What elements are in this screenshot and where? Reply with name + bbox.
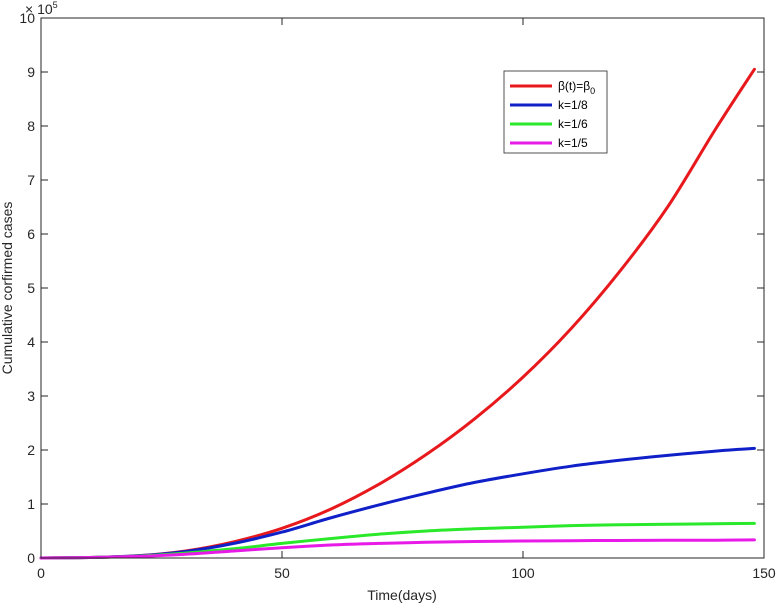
- x-tick-label: 100: [511, 565, 535, 581]
- y-multiplier-text: × 10: [25, 1, 53, 17]
- legend-box: [503, 70, 608, 154]
- legend-label-1: β(t)=β0: [558, 79, 595, 96]
- legend-label-subscript: 0: [590, 86, 595, 96]
- y-tick-label: 7: [27, 172, 35, 188]
- x-tick-label: 0: [37, 565, 45, 581]
- legend-label-2: k=1/8: [558, 98, 588, 112]
- y-axis-multiplier: × 105: [25, 0, 58, 17]
- series-lines: [39, 67, 756, 560]
- y-tick-label: 2: [27, 442, 35, 458]
- y-tick-label: 9: [27, 64, 35, 80]
- y-tick-label: 8: [27, 118, 35, 134]
- y-tick-label: 4: [27, 334, 35, 350]
- y-tick-label: 6: [27, 226, 35, 242]
- x-tick-label: 150: [752, 565, 776, 581]
- plot-frame: [40, 17, 765, 559]
- y-tick-label: 1: [27, 496, 35, 512]
- legend-label-3: k=1/6: [558, 117, 588, 131]
- series-line-4: [39, 538, 756, 560]
- y-tick-label: 3: [27, 388, 35, 404]
- legend: β(t)=β0 k=1/8 k=1/6 k=1/5: [503, 70, 608, 154]
- x-ticks: 0 50 100 150: [37, 18, 776, 581]
- y-multiplier-exponent: 5: [53, 0, 58, 10]
- y-ticks: 0 1 2 3 4 5 6 7 8 9 10: [19, 10, 764, 566]
- y-tick-label: 5: [27, 280, 35, 296]
- series-line-1: [39, 67, 756, 560]
- y-tick-label: 10: [19, 10, 35, 26]
- y-axis-label: Cumulative corfirmed cases: [0, 202, 15, 375]
- legend-label-4: k=1/5: [558, 136, 588, 150]
- x-axis-label: Time(days): [367, 587, 437, 603]
- y-tick-label: 0: [27, 550, 35, 566]
- x-tick-label: 50: [274, 565, 290, 581]
- legend-entries: β(t)=β0 k=1/8 k=1/6 k=1/5: [510, 79, 595, 150]
